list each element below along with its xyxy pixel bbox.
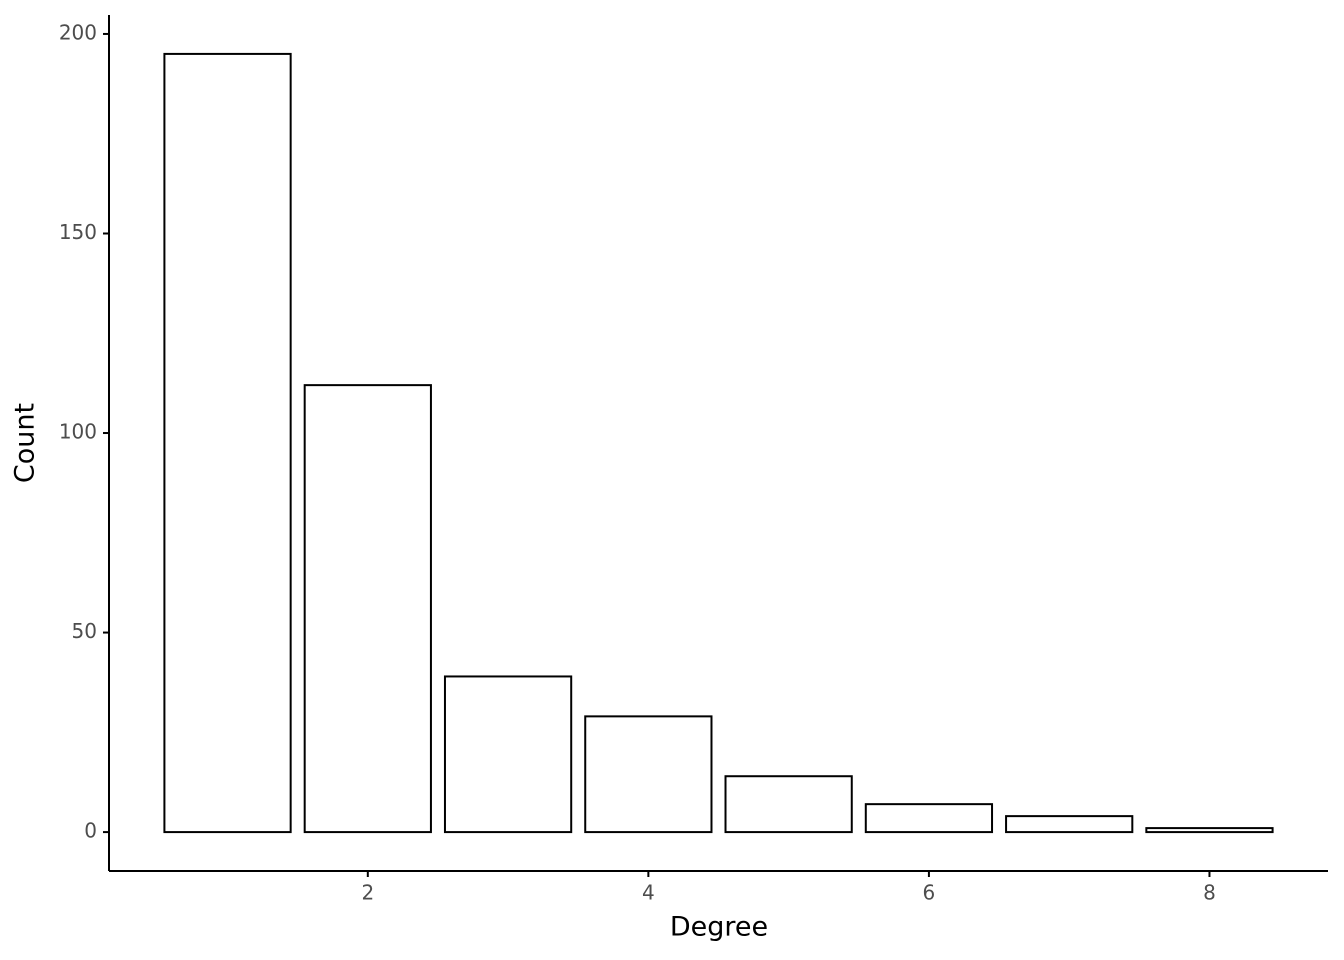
y-tick-label: 0 <box>84 819 97 843</box>
y-axis-title: Count <box>10 403 41 483</box>
bar <box>163 52 292 834</box>
bar <box>864 803 994 834</box>
bar <box>303 384 432 834</box>
y-tick-label: 200 <box>59 20 97 44</box>
x-tick-label: 4 <box>642 881 655 905</box>
bar <box>584 715 713 834</box>
bar <box>1145 827 1274 834</box>
y-tick-label: 150 <box>59 220 97 244</box>
bar <box>724 775 853 834</box>
bar <box>443 675 573 834</box>
x-axis-title: Degree <box>670 912 768 943</box>
x-tick-label: 6 <box>923 881 936 905</box>
x-tick-label: 8 <box>1203 881 1216 905</box>
bar <box>1005 815 1134 834</box>
y-tick-label: 50 <box>72 619 97 643</box>
y-tick-label: 100 <box>59 420 97 444</box>
x-tick-label: 2 <box>361 881 374 905</box>
